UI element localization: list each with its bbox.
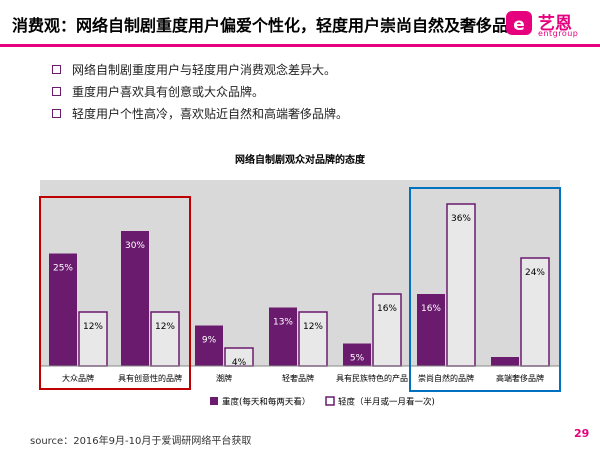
logo-text: 艺恩	[538, 14, 572, 34]
legend-label-light: 轻度（半月或一月看一次)	[338, 397, 435, 408]
bar-heavy-3	[195, 325, 223, 366]
data-label-light: 36%	[451, 214, 471, 224]
chart-title: 网络自制剧观众对品牌的态度	[235, 153, 366, 166]
bullet-text: 网络自制剧重度用户与轻度用户消费观念差异大。	[72, 63, 337, 77]
legend-swatch-light	[325, 396, 335, 406]
bar-light-4	[298, 311, 328, 367]
header: 消费观：网络自制剧重度用户偏爱个性化，轻度用户崇尚自然及奢侈品 e 艺恩 ent…	[0, 0, 600, 48]
highlight-box-red	[39, 196, 191, 390]
logo: e 艺恩 entgroup	[504, 8, 594, 42]
category-label: 潮牌	[216, 373, 232, 383]
square-bullet-icon	[52, 87, 61, 96]
data-label-heavy: 25%	[53, 264, 73, 274]
bar-light-7	[520, 257, 550, 367]
bar-heavy-2	[121, 231, 149, 366]
svg-text:e: e	[513, 15, 525, 35]
data-label-heavy: 5%	[350, 354, 365, 364]
bar-light-1	[78, 311, 108, 367]
data-label-heavy: 13%	[273, 318, 293, 328]
data-label-heavy: 16%	[421, 304, 441, 314]
category-label: 具有创意性的品牌	[118, 373, 182, 383]
page-title: 消费观：网络自制剧重度用户偏爱个性化，轻度用户崇尚自然及奢侈品	[12, 16, 509, 35]
logo-subtext: entgroup	[538, 29, 579, 38]
bar-heavy-6	[417, 294, 445, 366]
bullet-item: 重度用户喜欢具有创意或大众品牌。	[52, 82, 348, 104]
legend-swatch-heavy	[210, 397, 218, 405]
bullet-text: 轻度用户个性高冷，喜欢贴近自然和高端奢侈品牌。	[72, 107, 349, 121]
bar-heavy-7	[491, 357, 519, 366]
logo-icon: e	[506, 11, 532, 35]
bullet-item: 轻度用户个性高冷，喜欢贴近自然和高端奢侈品牌。	[52, 104, 348, 126]
data-label-light: 12%	[155, 322, 175, 332]
data-label-heavy: 2%	[498, 367, 513, 377]
source-note: source：2016年9月-10月于爱调研网络平台获取	[30, 436, 252, 447]
bar-light-6	[446, 203, 476, 367]
data-label-heavy: 30%	[125, 241, 145, 251]
square-bullet-icon	[52, 65, 61, 74]
bullet-item: 网络自制剧重度用户与轻度用户消费观念差异大。	[52, 60, 348, 82]
square-bullet-icon	[52, 109, 61, 118]
bar-heavy-4	[269, 307, 297, 366]
category-label: 大众品牌	[62, 373, 94, 383]
bar-heavy-5	[343, 343, 371, 366]
data-label-light: 12%	[303, 322, 323, 332]
header-divider	[0, 44, 600, 47]
category-label: 高端奢侈品牌	[496, 373, 544, 383]
data-label-light: 12%	[83, 322, 103, 332]
bar-heavy-1	[49, 253, 77, 366]
data-label-heavy: 9%	[202, 336, 217, 346]
page-number: 29	[574, 427, 590, 440]
bullet-list: 网络自制剧重度用户与轻度用户消费观念差异大。 重度用户喜欢具有创意或大众品牌。 …	[52, 60, 348, 126]
highlight-box-blue	[409, 187, 561, 392]
legend-label-heavy: 重度(每天和每两天看）	[222, 397, 310, 408]
data-label-light: 16%	[377, 304, 397, 314]
category-label: 轻奢品牌	[282, 373, 314, 383]
category-label: 崇尚自然的品牌	[418, 373, 474, 383]
data-label-light: 4%	[232, 358, 247, 368]
category-label: 具有民族特色的产品	[336, 373, 408, 383]
bullet-text: 重度用户喜欢具有创意或大众品牌。	[72, 85, 265, 99]
data-label-light: 24%	[525, 268, 545, 278]
bar-light-2	[150, 311, 180, 367]
